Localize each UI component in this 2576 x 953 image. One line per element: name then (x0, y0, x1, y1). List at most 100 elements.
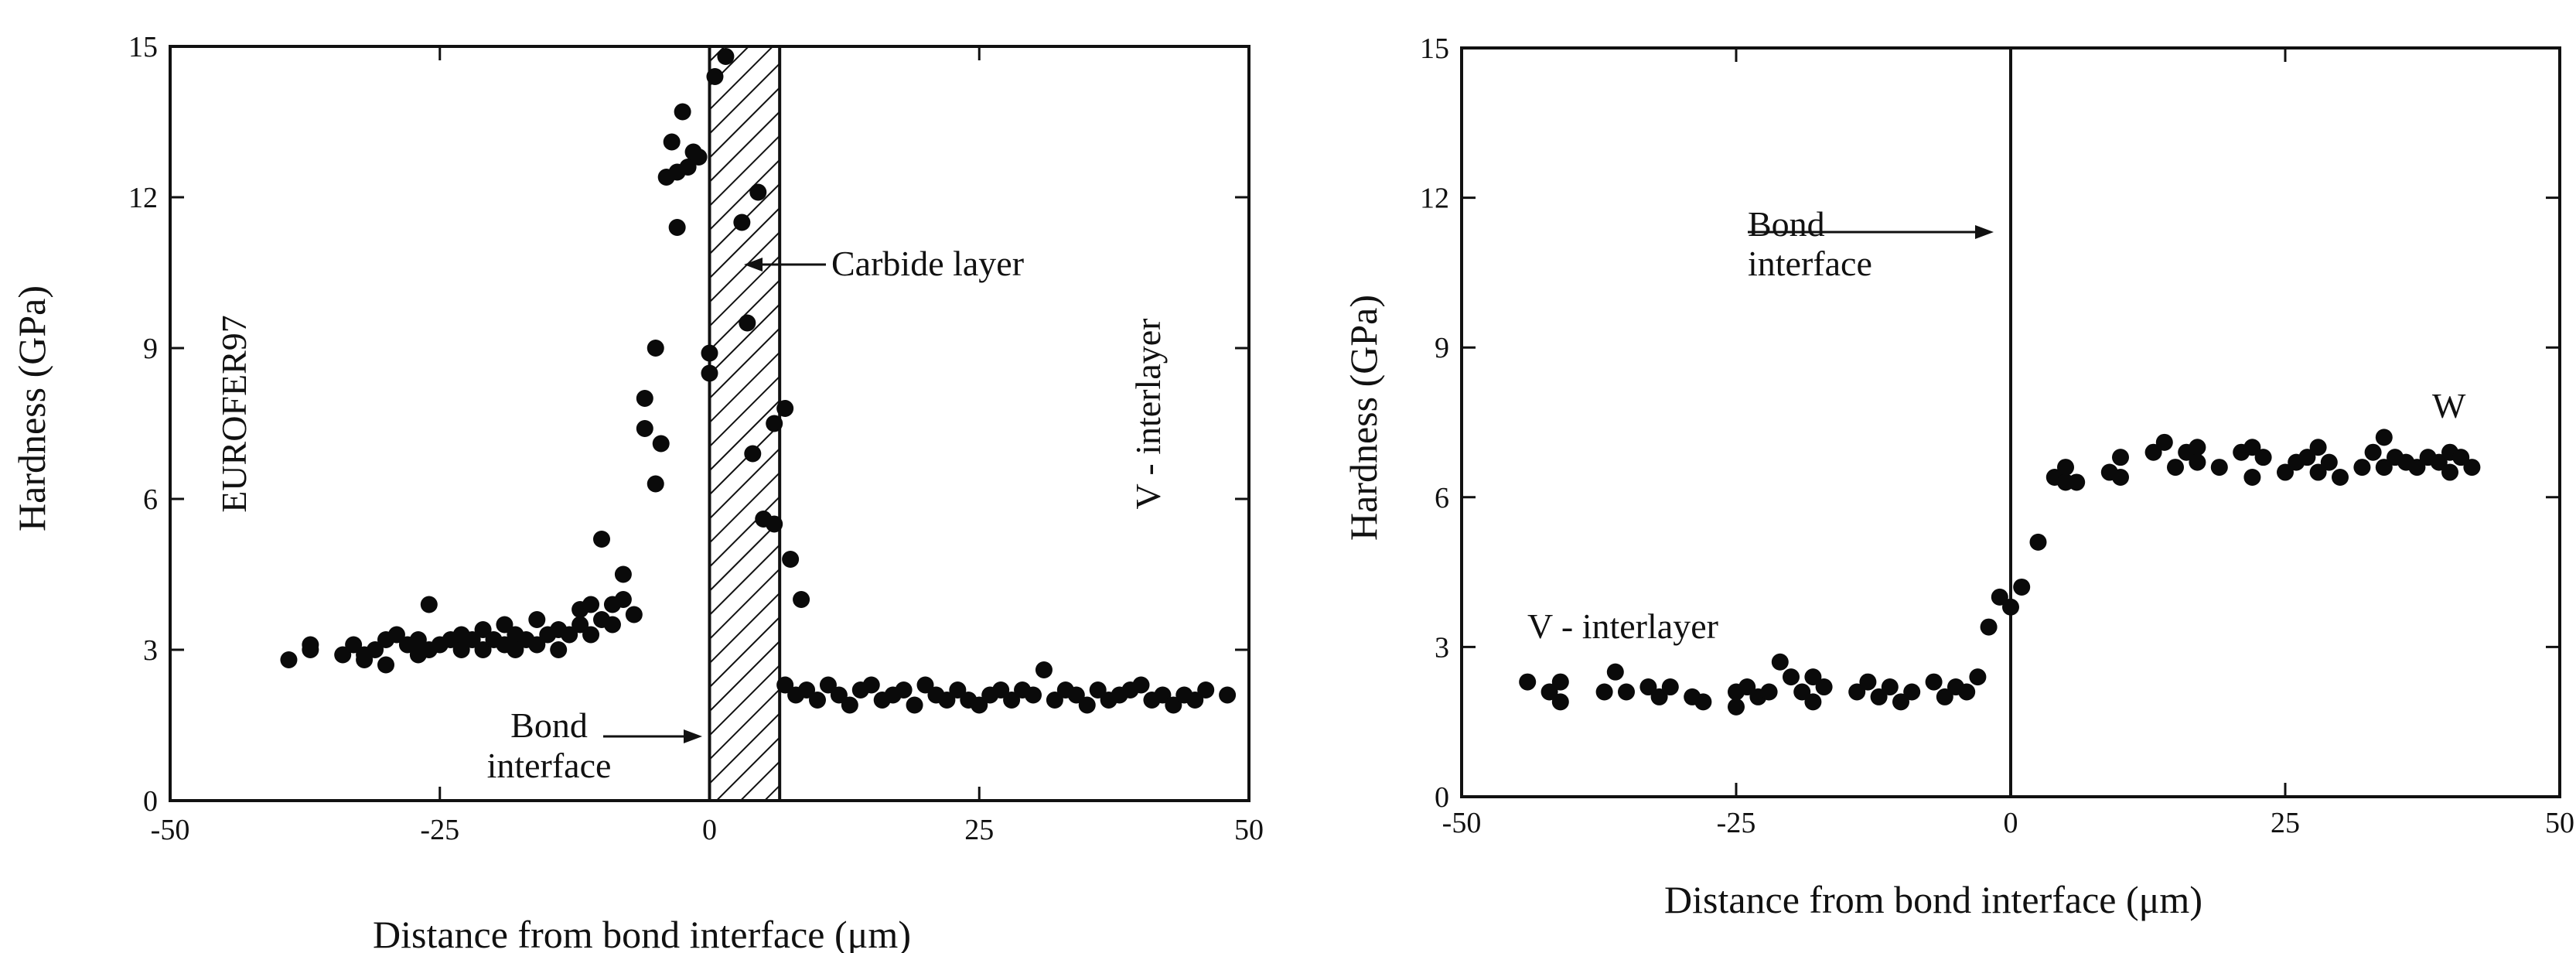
data-point (2210, 459, 2228, 476)
right-hardness-chart: -50 -25 0 25 50 0 3 6 9 12 15 Distance from bond … (1342, 32, 2574, 921)
data-point (2452, 449, 2470, 466)
data-point (733, 213, 751, 231)
data-point (1969, 668, 1987, 686)
data-point (1003, 692, 1021, 709)
data-point (2309, 439, 2327, 456)
x-tick-label: -25 (1717, 807, 1756, 839)
data-point (809, 692, 826, 709)
x-tick-label: 50 (1234, 814, 1264, 846)
x-tick-label: 0 (702, 814, 717, 846)
data-point (2068, 473, 2086, 491)
data-point (1519, 673, 1537, 691)
data-point (706, 68, 724, 85)
data-point (1815, 678, 1833, 696)
data-point (625, 606, 643, 623)
data-point (636, 420, 653, 437)
data-point (507, 641, 524, 658)
data-point (280, 651, 298, 668)
data-point (1903, 683, 1921, 701)
data-point (1848, 683, 1866, 701)
data-points (1519, 429, 2481, 716)
eurofer97-label: EUROFER97 (214, 315, 254, 513)
data-point (474, 621, 492, 638)
data-point (971, 696, 988, 714)
y-tick-label: 6 (143, 483, 158, 516)
data-point (1783, 668, 1800, 686)
data-point (1771, 653, 1789, 671)
x-axis-title: Distance from bond interface (μm) (373, 913, 911, 953)
data-point (949, 681, 967, 699)
y-tick-label: 15 (1420, 32, 1449, 65)
data-point (647, 340, 664, 357)
y-tick-label: 6 (1435, 482, 1449, 514)
data-point (2029, 533, 2047, 551)
data-point (2320, 453, 2338, 471)
x-tick-label: 25 (964, 814, 994, 846)
data-point (906, 696, 923, 714)
data-point (1540, 683, 1558, 701)
data-point (593, 531, 610, 548)
data-point (2375, 459, 2393, 476)
data-point (744, 445, 762, 463)
data-point (1595, 683, 1613, 701)
data-point (1859, 673, 1877, 691)
data-point (1650, 688, 1668, 705)
x-tick-label: 0 (2004, 807, 2018, 839)
bond-interface-arrow (1748, 225, 1994, 239)
data-point (1760, 683, 1778, 701)
y-tick-label: 0 (1435, 781, 1449, 814)
y-axis-title: Hardness (GPa) (10, 285, 53, 531)
data-point (1551, 673, 1569, 691)
bond-interface-label-line2: interface (487, 746, 612, 785)
data-point (1728, 698, 1745, 716)
data-point (1661, 678, 1679, 696)
y-tick-label: 3 (143, 634, 158, 667)
data-point (717, 48, 735, 65)
data-point (701, 364, 718, 382)
data-point (1980, 618, 1998, 636)
data-point (409, 631, 427, 648)
data-point (2144, 443, 2162, 461)
data-point (916, 676, 934, 694)
data-point (367, 641, 384, 658)
y-tick-label: 9 (1435, 332, 1449, 364)
x-tick-label: -50 (151, 814, 190, 846)
data-point (1025, 686, 1042, 704)
data-point (2013, 578, 2031, 596)
data-points (280, 48, 1237, 714)
w-label: W (2432, 386, 2466, 425)
v-interlayer-label: V - interlayer (1128, 319, 1168, 510)
data-point (528, 611, 546, 628)
data-point (766, 415, 783, 432)
right-chart-panel: -50 -25 0 25 50 0 3 6 9 12 15 Distance from bond … (1284, 0, 2576, 953)
data-point (356, 651, 374, 668)
data-point (452, 641, 470, 658)
data-point (766, 515, 783, 533)
data-point (895, 681, 913, 699)
data-point (1606, 663, 1624, 681)
y-tick-label: 12 (128, 182, 158, 214)
data-point (1804, 668, 1822, 686)
data-point (2167, 459, 2184, 476)
x-tick-label: -50 (1442, 807, 1482, 839)
data-point (528, 636, 546, 654)
data-point (663, 133, 681, 151)
x-axis-ticks: -50 -25 0 25 50 (151, 46, 1264, 846)
data-point (1067, 686, 1085, 704)
data-point (938, 692, 956, 709)
data-point (2309, 463, 2327, 481)
data-point (571, 616, 589, 634)
data-point (1793, 683, 1811, 701)
y-axis-ticks: 0 3 6 9 12 15 (128, 31, 1249, 818)
data-point (2189, 453, 2206, 471)
data-point (1958, 683, 1976, 701)
data-point (1881, 678, 1899, 696)
data-point (1639, 678, 1657, 696)
data-point (2002, 598, 2019, 616)
x-tick-label: -25 (420, 814, 459, 846)
x-axis-title: Distance from bond interface (μm) (1664, 878, 2202, 921)
data-point (1165, 696, 1182, 714)
carbide-layer-label: Carbide layer (831, 244, 1024, 283)
data-point (1991, 588, 2008, 606)
data-point (749, 183, 767, 201)
